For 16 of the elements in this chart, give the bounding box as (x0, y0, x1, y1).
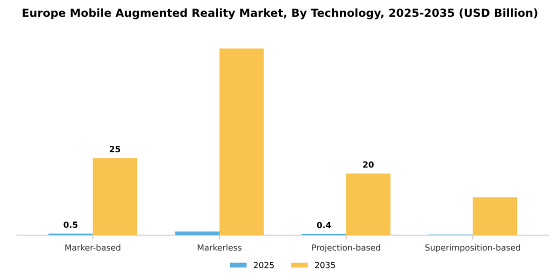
data-label: 0.5 (64, 222, 78, 228)
chart-title: Europe Mobile Augmented Reality Market, By Technology, 2025-2035 (USD Billion) (22, 8, 538, 20)
data-label: 25 (110, 146, 120, 152)
bar (346, 173, 390, 236)
bar (175, 232, 220, 236)
bar (219, 48, 264, 236)
bar (92, 158, 138, 236)
legend-label: 2025 (254, 262, 274, 268)
x-tick-label: Marker-based (65, 244, 120, 251)
bar (472, 197, 518, 236)
data-label: 20 (363, 161, 374, 168)
data-label: 0.4 (316, 222, 331, 228)
x-tick-label: Superimposition-based (425, 244, 520, 252)
x-tick-label: Projection-based (312, 244, 380, 252)
x-tick-label: Markerless (198, 244, 242, 251)
legend-label: 2035 (315, 262, 335, 268)
